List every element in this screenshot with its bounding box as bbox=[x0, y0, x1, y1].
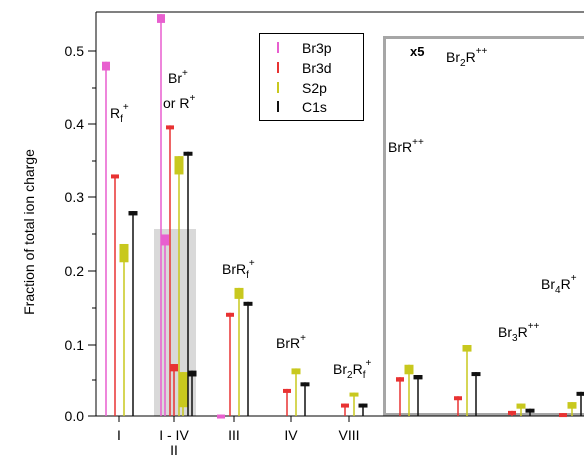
annotation-br4r-p: Br4R+ bbox=[541, 273, 577, 296]
s2p-box bbox=[234, 287, 244, 299]
br3d-box bbox=[283, 388, 291, 393]
legend-label-br3d: Br3d bbox=[302, 60, 332, 76]
annotation-br-or-r: Br+ bbox=[168, 68, 188, 86]
x-tick-label: VIII bbox=[338, 427, 359, 443]
annotation-br2r-pp: Br2R++ bbox=[446, 46, 488, 69]
br3d-box bbox=[226, 312, 234, 317]
br3d-box bbox=[559, 413, 567, 418]
br3d-box bbox=[166, 125, 174, 130]
br3p-box bbox=[102, 61, 110, 71]
annotation-brrf: BrRf+ bbox=[222, 258, 255, 281]
c1s-box bbox=[576, 391, 584, 396]
legend-label-s2p: S2p bbox=[302, 80, 327, 96]
br3d-box bbox=[341, 403, 349, 408]
br3d-box bbox=[508, 410, 516, 415]
s2p-box bbox=[119, 243, 129, 263]
c1s-box bbox=[187, 370, 197, 377]
br3p-box bbox=[217, 414, 225, 419]
y-tick-label: 0.4 bbox=[65, 116, 85, 132]
c1s-box bbox=[183, 151, 193, 156]
data-marks bbox=[102, 14, 584, 419]
annotation-br2rf: Br2Rf+ bbox=[333, 358, 371, 381]
br3d-box bbox=[396, 377, 404, 382]
s2p-box bbox=[291, 368, 301, 375]
legend: Br3p Br3d S2p C1s bbox=[259, 33, 364, 121]
s2p-box bbox=[404, 364, 414, 375]
legend-label-br3p: Br3p bbox=[302, 40, 332, 56]
x-tick-label: II bbox=[170, 442, 178, 456]
legend-box bbox=[259, 33, 364, 121]
s2p-box bbox=[174, 156, 184, 175]
br3p-box bbox=[157, 14, 165, 23]
br3p-box bbox=[161, 234, 169, 246]
x-tick-label: I bbox=[117, 427, 121, 443]
s2p-box bbox=[349, 392, 359, 397]
annotation-brr: BrR+ bbox=[276, 333, 306, 351]
br3d-box bbox=[454, 396, 462, 401]
y-axis-label: Fraction of total ion charge bbox=[21, 149, 37, 315]
x-tick-labels: I I - IV II III IV VIII bbox=[117, 427, 359, 456]
x-ticks bbox=[118, 416, 350, 422]
inset-frame bbox=[383, 36, 584, 416]
annotation-br-or-r-line2: or R+ bbox=[163, 93, 195, 111]
annotation-brr-pp: BrR++ bbox=[388, 137, 424, 155]
br3d-box bbox=[111, 174, 119, 179]
y-tick-label: 0.2 bbox=[65, 263, 85, 279]
c1s-box bbox=[471, 372, 481, 377]
c1s-box bbox=[413, 375, 423, 380]
c1s-box bbox=[525, 408, 535, 413]
y-tick-label: 0.0 bbox=[65, 408, 85, 424]
c1s-box bbox=[358, 403, 368, 408]
inset-label: x5 bbox=[410, 44, 424, 59]
y-tick-labels: 0.0 0.1 0.2 0.3 0.4 0.5 bbox=[65, 43, 85, 424]
s2p-box bbox=[178, 372, 188, 408]
x-tick-label: III bbox=[228, 427, 240, 443]
x-tick-label: I - IV bbox=[159, 427, 189, 443]
legend-label-c1s: C1s bbox=[302, 99, 327, 115]
x-tick-label: IV bbox=[284, 427, 298, 443]
br3d-box bbox=[170, 364, 178, 372]
y-tick-label: 0.1 bbox=[65, 337, 85, 353]
c1s-box bbox=[128, 211, 138, 216]
annotation-rf: Rf+ bbox=[110, 102, 129, 125]
c1s-box bbox=[300, 382, 310, 387]
s2p-box bbox=[567, 402, 577, 409]
annotation-br3r-pp: Br3R++ bbox=[498, 321, 540, 344]
y-tick-label: 0.3 bbox=[65, 189, 85, 205]
y-ticks bbox=[88, 50, 96, 417]
y-tick-label: 0.5 bbox=[65, 43, 85, 59]
c1s-box bbox=[243, 301, 253, 306]
s2p-box bbox=[462, 344, 472, 352]
annotations: Rf+ Br+ or R+ BrRf+ BrR+ Br2Rf+ BrR++ Br… bbox=[110, 46, 577, 381]
s2p-box bbox=[516, 403, 526, 409]
